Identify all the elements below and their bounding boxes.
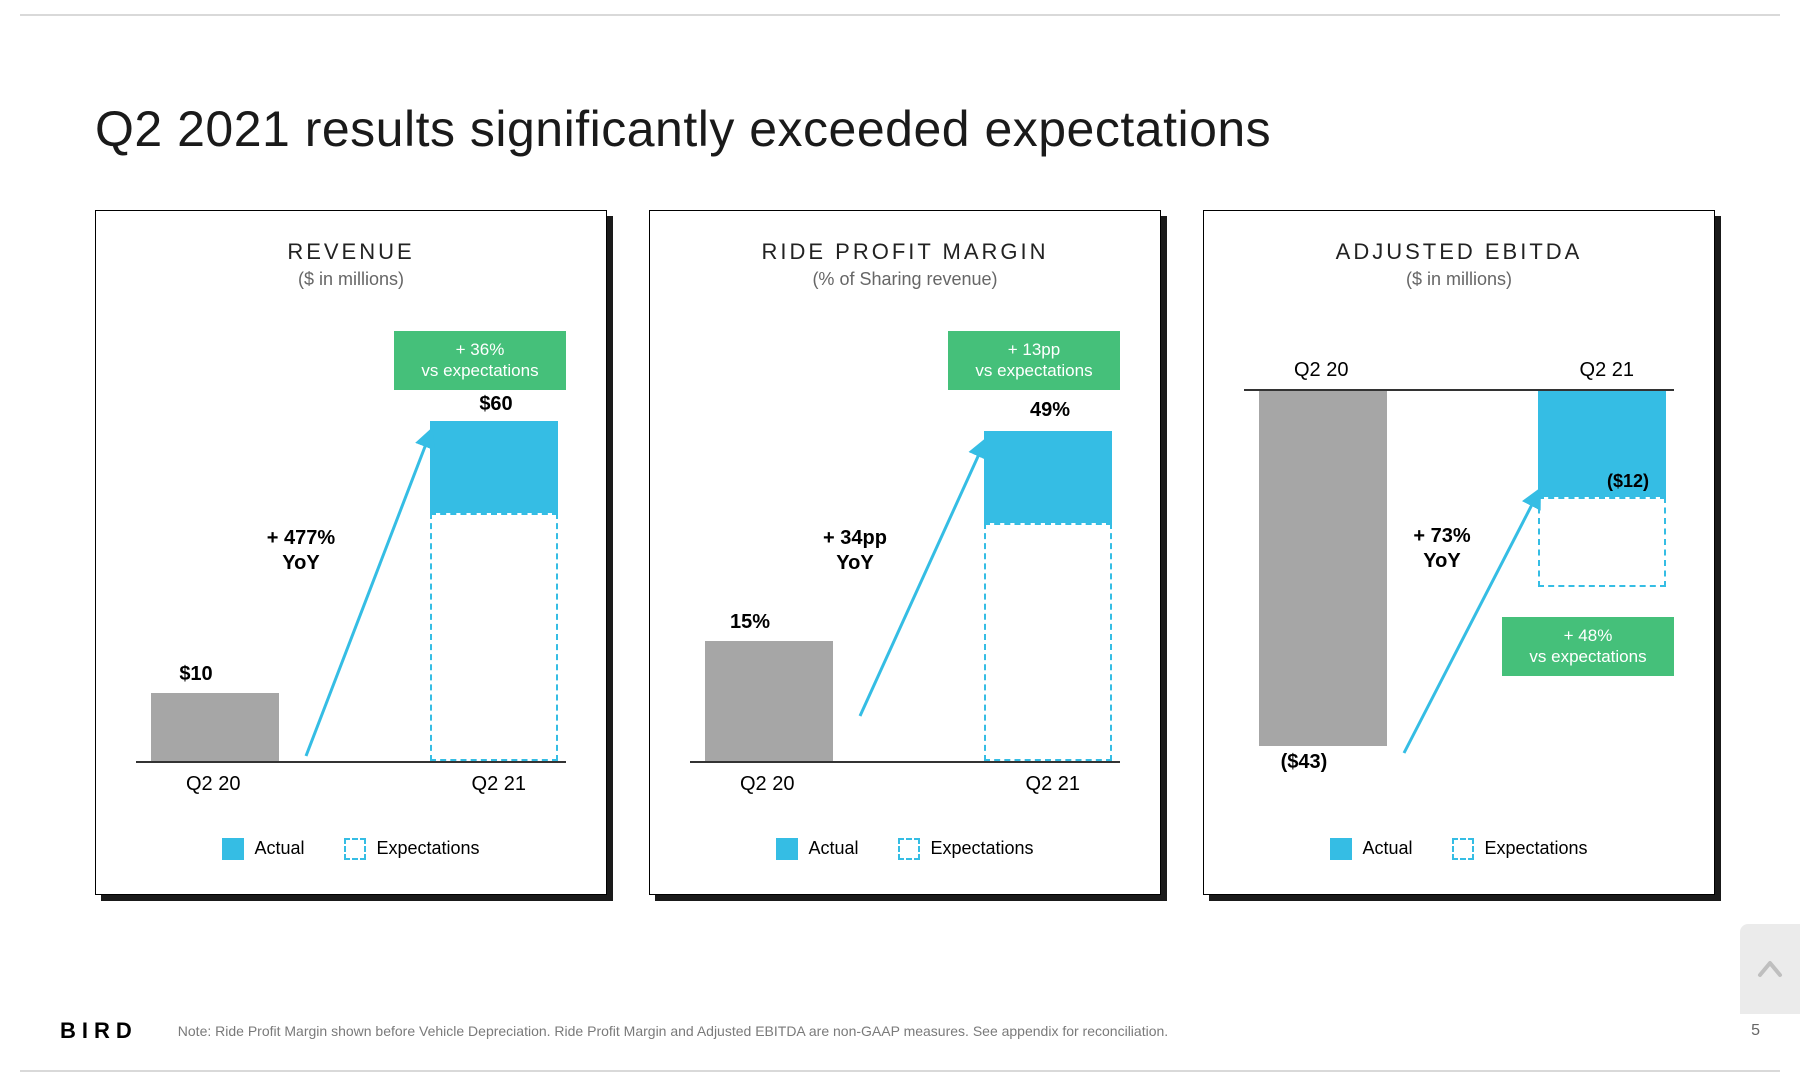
value-label-q1: $10 [156,663,236,686]
legend-expectations: Expectations [1452,838,1587,860]
swatch-actual-icon [1330,838,1352,860]
chevron-up-icon [1756,955,1784,983]
category-label: Q2 21 [1580,359,1634,382]
value-label-q2: 49% [1020,399,1080,422]
scroll-indicator[interactable] [1740,924,1800,1014]
arrow-icon [1399,481,1549,761]
bar-expectations [1538,497,1666,587]
bar-expectations [984,523,1112,761]
value-label-q1: ($43) [1264,751,1344,774]
panel-head: RIDE PROFIT MARGIN (% of Sharing revenue… [650,239,1160,290]
panel-subtitle: (% of Sharing revenue) [650,269,1160,290]
page-title: Q2 2021 results significantly exceeded e… [95,100,1271,158]
baseline [136,761,566,763]
legend: Actual Expectations [1204,838,1714,860]
category-label: Q2 20 [1294,359,1348,382]
category-label: Q2 21 [472,773,526,796]
panel-subtitle: ($ in millions) [1204,269,1714,290]
panel-head: REVENUE ($ in millions) [96,239,606,290]
legend: Actual Expectations [96,838,606,860]
swatch-actual-icon [776,838,798,860]
bottom-rule [20,1070,1780,1072]
arrow-icon [301,421,441,761]
callout-badge: + 13pp vs expectations [948,331,1120,390]
swatch-actual-icon [222,838,244,860]
swatch-expectations-icon [1452,838,1474,860]
legend-actual: Actual [1330,838,1412,860]
category-label: Q2 20 [740,773,794,796]
category-label: Q2 21 [1026,773,1080,796]
footnote: Note: Ride Profit Margin shown before Ve… [178,1023,1751,1039]
value-label-q1: 15% [710,611,790,634]
baseline [690,761,1120,763]
value-label-q2: $60 [466,393,526,416]
panel-head: ADJUSTED EBITDA ($ in millions) [1204,239,1714,290]
bar-expectations [430,513,558,761]
bar-actual [430,421,558,513]
brand-logo: BIRD [60,1018,138,1044]
top-rule [20,14,1780,16]
legend-expectations: Expectations [898,838,1033,860]
legend-actual: Actual [776,838,858,860]
panel-margin: RIDE PROFIT MARGIN (% of Sharing revenue… [649,210,1161,895]
bar-prior [151,693,279,761]
bar-prior [1259,391,1387,746]
swatch-expectations-icon [344,838,366,860]
chart-area: + 36% vs expectations $60 + 477% YoY [96,331,606,779]
callout-badge: + 36% vs expectations [394,331,566,390]
arrow-icon [855,431,995,721]
panel-subtitle: ($ in millions) [96,269,606,290]
callout-text: + 13pp vs expectations [975,340,1092,380]
panels-row: REVENUE ($ in millions) + 36% vs expecta… [95,210,1715,895]
swatch-expectations-icon [898,838,920,860]
chart-area: Q2 20 Q2 21 ($43) ($12) + 7 [1204,331,1714,779]
category-label: Q2 20 [186,773,240,796]
panel-ebitda: ADJUSTED EBITDA ($ in millions) Q2 20 Q2… [1203,210,1715,895]
panel-revenue: REVENUE ($ in millions) + 36% vs expecta… [95,210,607,895]
legend: Actual Expectations [650,838,1160,860]
legend-expectations: Expectations [344,838,479,860]
callout-text: + 36% vs expectations [421,340,538,380]
bar-actual [984,431,1112,523]
page-number: 5 [1751,1022,1760,1040]
legend-actual: Actual [222,838,304,860]
panel-title: RIDE PROFIT MARGIN [650,239,1160,265]
footer: BIRD Note: Ride Profit Margin shown befo… [60,1018,1760,1044]
panel-title: ADJUSTED EBITDA [1204,239,1714,265]
chart-area: + 13pp vs expectations 49% + 34pp YoY [650,331,1160,779]
bar-prior [705,641,833,761]
value-label-q2: ($12) [1598,471,1658,492]
slide: Q2 2021 results significantly exceeded e… [0,0,1800,1084]
panel-title: REVENUE [96,239,606,265]
